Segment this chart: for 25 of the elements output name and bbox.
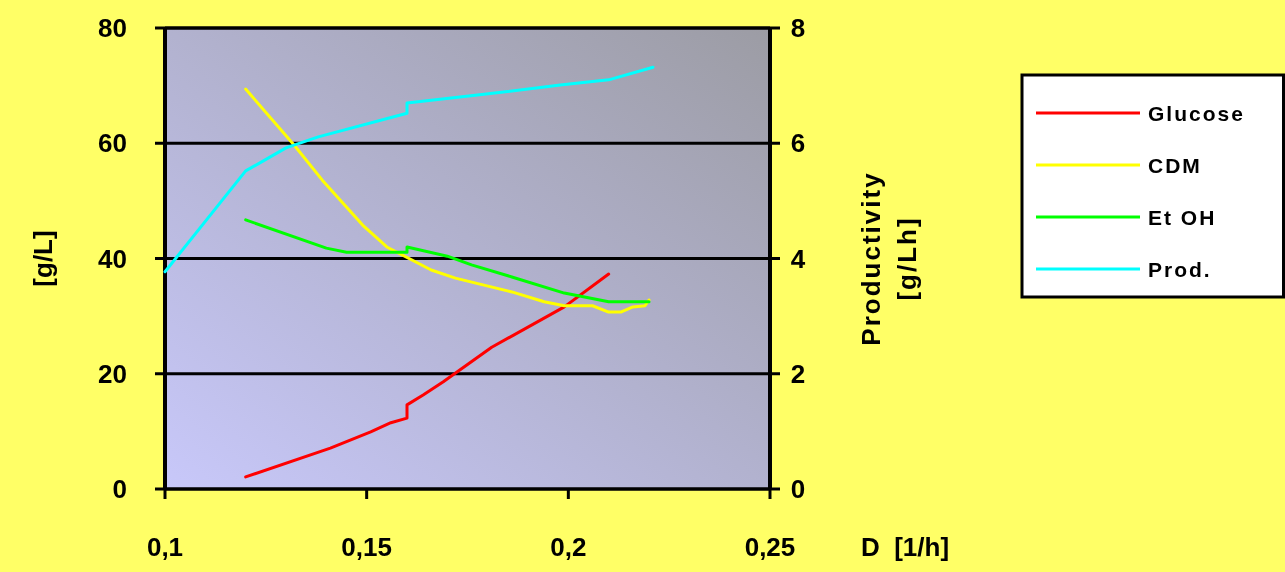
line-series [244, 87, 651, 314]
legend-label: Et OH [1148, 206, 1217, 229]
y-tick-label: 40 [98, 243, 127, 274]
y-axis-title: [g/L] [28, 230, 58, 287]
y2-tick-label: 8 [790, 13, 806, 43]
x-tick-label: 0,1 [146, 532, 184, 562]
x-tick-label: 0,2 [550, 532, 587, 562]
y2-tick-label: 6 [790, 128, 806, 159]
line-series [244, 272, 611, 479]
x-axis-title: D [1/h] [860, 532, 950, 562]
x-tick-label: 0,25 [744, 532, 796, 562]
legend-label: Prod. [1148, 258, 1212, 281]
legend-label: Glucose [1148, 102, 1245, 125]
line-series [163, 65, 655, 274]
y-tick-label: 0 [112, 474, 127, 504]
line-series [244, 218, 651, 304]
y-tick-label: 80 [98, 13, 127, 43]
legend-label: CDM [1148, 154, 1202, 177]
y-tick-label: 20 [98, 358, 127, 389]
y2-tick-label: 4 [790, 243, 806, 274]
y2-tick-label: 2 [790, 358, 806, 389]
y-tick-label: 60 [98, 128, 127, 159]
x-tick-label: 0,15 [341, 532, 392, 562]
y2-axis-title: Productivity [g/Lh] [856, 171, 922, 346]
y2-tick-label: 0 [790, 474, 806, 504]
